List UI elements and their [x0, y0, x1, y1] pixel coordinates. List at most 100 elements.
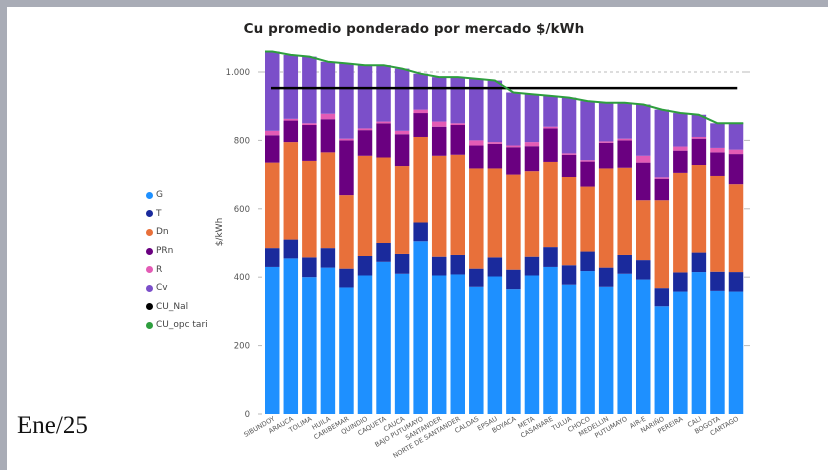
bar-segment-dn: [320, 152, 336, 249]
legend-item: Cv: [146, 279, 208, 298]
bar-segment-g: [302, 277, 317, 414]
bar-stack: [302, 56, 317, 414]
bar-segment-dn: [265, 162, 280, 249]
bar-segment-r: [524, 142, 540, 147]
bar-segment-prn: [450, 125, 465, 155]
bar-segment-cv: [673, 113, 688, 147]
y-tick-label: 800: [234, 136, 250, 146]
bar-segment-r: [580, 160, 595, 162]
bar-segment-r: [487, 142, 503, 144]
bar-stack: [617, 102, 632, 414]
bar-segment-g: [598, 286, 614, 414]
legend-label: R: [156, 264, 163, 275]
bar-segment-cv: [524, 94, 540, 143]
y-axis-label: $/kWh: [215, 218, 225, 247]
bar-stack: [283, 54, 299, 414]
legend-item: CU_Nal: [146, 298, 208, 317]
legend-label: Cv: [156, 283, 168, 294]
bar-segment-t: [487, 257, 503, 277]
bar-stack: [394, 68, 410, 414]
bar-stack: [673, 113, 688, 414]
bar-segment-t: [524, 256, 540, 276]
bar-segment-g: [320, 267, 336, 414]
bar-segment-g: [357, 275, 373, 414]
bar-segment-g: [617, 273, 632, 414]
bar-segment-r: [617, 138, 632, 141]
bar-stack: [728, 123, 744, 414]
bar-segment-cv: [265, 51, 280, 131]
bar-segment-g: [487, 276, 503, 414]
bar-stack: [561, 97, 577, 414]
bar-segment-dn: [524, 171, 540, 257]
bar-segment-prn: [691, 138, 707, 166]
bar-stack: [654, 109, 670, 414]
bar-segment-prn: [506, 147, 521, 175]
bar-stack: [376, 65, 391, 414]
legend-item: PRn: [146, 242, 208, 261]
bar-segment-cv: [302, 56, 317, 124]
bar-segment-prn: [283, 120, 299, 143]
bar-segment-dn: [543, 161, 558, 248]
bar-segment-prn: [673, 150, 688, 173]
bar-segment-prn: [580, 161, 595, 187]
bar-segment-cv: [710, 123, 725, 148]
bar-segment-g: [710, 290, 725, 414]
bar-segment-t: [357, 255, 373, 276]
bar-segment-cv: [654, 109, 670, 178]
bar-segment-r: [469, 140, 484, 146]
bar-segment-g: [413, 241, 428, 414]
bar-segment-prn: [265, 135, 280, 163]
y-tick-label: 0: [245, 410, 250, 420]
bar-segment-t: [598, 267, 614, 287]
legend-item: G: [146, 186, 208, 205]
bar-segment-g: [673, 291, 688, 414]
bar-segment-t: [580, 251, 595, 272]
bar-segment-dn: [394, 166, 410, 254]
legend-label: CU_Nal: [156, 301, 189, 312]
bar-segment-dn: [376, 157, 391, 243]
bar-segment-g: [376, 261, 391, 414]
bar-segment-dn: [598, 168, 614, 268]
bar-segment-r: [413, 109, 428, 114]
bar-segment-prn: [339, 140, 354, 196]
legend-marker-icon: [146, 303, 153, 311]
bar-segment-r: [376, 121, 391, 124]
bar-segment-r: [357, 128, 373, 131]
legend-label: Dn: [156, 227, 169, 238]
bar-segment-r: [561, 153, 577, 155]
bar-segment-cv: [636, 104, 651, 156]
bar-segment-r: [691, 136, 707, 139]
y-tick-label: 400: [234, 273, 250, 283]
bar-segment-t: [394, 253, 410, 274]
bar-stack: [450, 77, 465, 414]
bar-segment-cv: [506, 92, 521, 146]
bar-segment-r: [673, 146, 688, 151]
bar-segment-t: [543, 247, 558, 267]
bar-segment-g: [283, 258, 299, 414]
bar-stack: [691, 114, 707, 414]
bar-segment-cv: [728, 123, 744, 150]
bar-stack: [710, 123, 725, 414]
bar-segment-t: [636, 260, 651, 280]
bar-segment-t: [617, 254, 632, 274]
bar-segment-r: [710, 147, 725, 153]
bar-segment-prn: [543, 128, 558, 162]
bar-segment-r: [339, 138, 354, 141]
bar-segment-g: [561, 284, 577, 414]
bar-segment-r: [598, 141, 614, 143]
bar-segment-t: [376, 243, 391, 262]
legend-marker-icon: [146, 284, 153, 292]
bar-segment-prn: [376, 123, 391, 158]
bar-segment-prn: [710, 152, 725, 176]
y-tick-label: 1.000: [226, 68, 250, 78]
bar-segment-prn: [524, 146, 540, 172]
bar-segment-prn: [728, 154, 744, 185]
legend-item: T: [146, 205, 208, 224]
bar-segment-dn: [654, 200, 670, 289]
bar-segment-t: [302, 257, 317, 278]
bar-segment-dn: [673, 172, 688, 273]
legend-label: PRn: [156, 246, 174, 257]
bar-segment-prn: [357, 130, 373, 156]
bar-segment-dn: [431, 155, 447, 257]
bar-segment-dn: [561, 176, 577, 266]
